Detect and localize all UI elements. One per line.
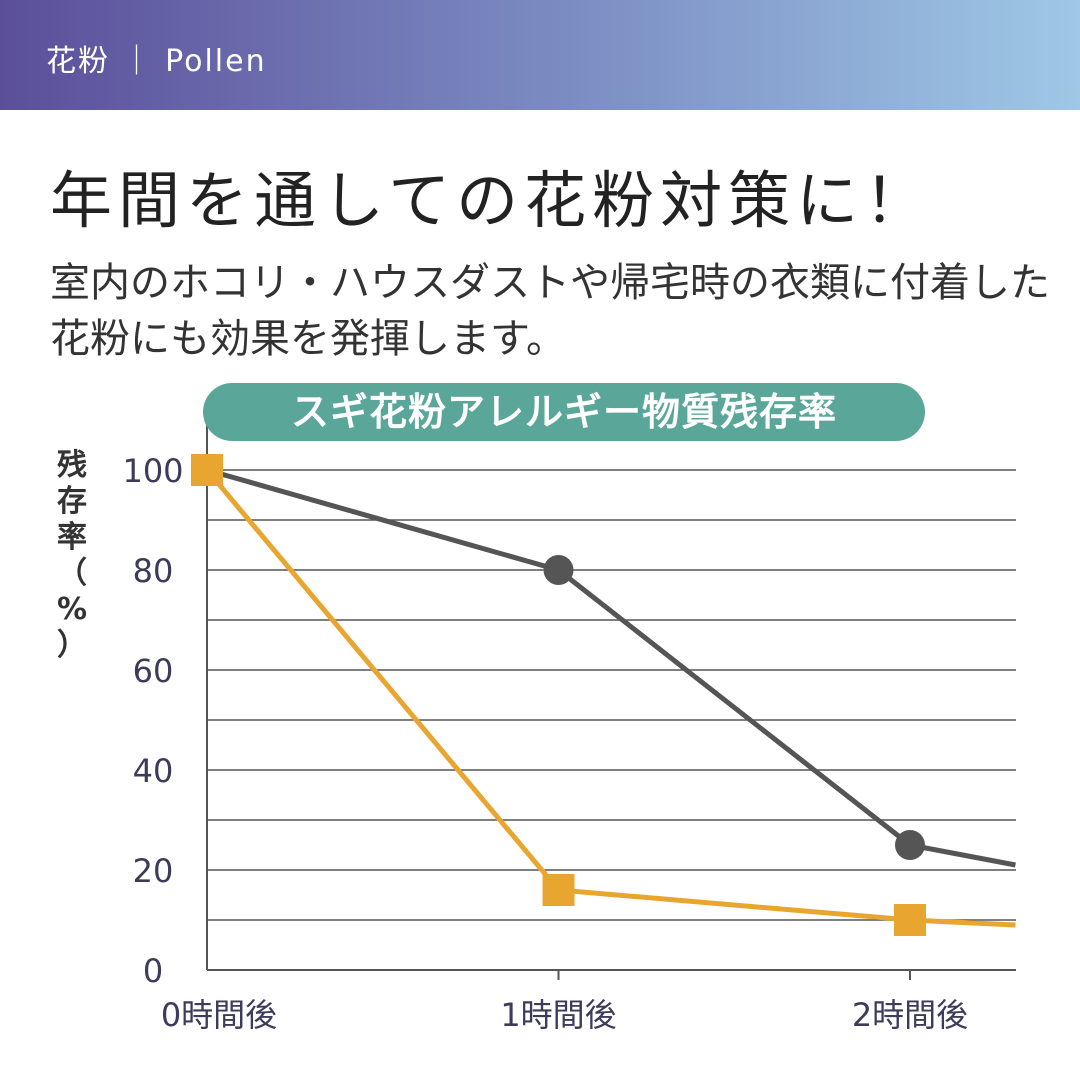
- y-axis-label-char: 率: [57, 520, 87, 555]
- y-tick-label: 60: [133, 652, 174, 690]
- x-tick-label: 0時間後: [161, 996, 277, 1034]
- description-line-1: 室内のホコリ・ハウスダストや帰宅時の衣類に付着した: [50, 260, 1050, 306]
- description-line-2: 花粉にも効果を発揮します。: [50, 316, 566, 362]
- y-axis-label-char: 残: [57, 448, 87, 483]
- data-point: [542, 874, 575, 906]
- chart-title: スギ花粉アレルギー物質残存率: [203, 383, 925, 441]
- y-tick-label: 0: [143, 952, 163, 990]
- data-point: [895, 830, 925, 860]
- y-tick-label: 100: [122, 452, 183, 490]
- series-line-1: [205, 468, 1016, 928]
- y-tick-label: 20: [133, 852, 174, 890]
- header-label: 花粉 ｜ Pollen: [46, 44, 267, 79]
- y-tick-label: 80: [133, 552, 174, 590]
- description: 室内のホコリ・ハウスダストや帰宅時の衣類に付着した 花粉にも効果を発揮します。: [50, 255, 1050, 367]
- y-axis-label-char: 存: [57, 484, 87, 519]
- page-headline: 年間を通しての花粉対策に！: [50, 164, 933, 237]
- x-tick-label: 2時間後: [852, 996, 968, 1034]
- series-line-0: [206, 467, 1016, 868]
- y-axis-label-char: ）: [57, 628, 87, 663]
- y-axis-label: 残存率（%）: [52, 448, 92, 664]
- header-band: [0, 0, 1080, 110]
- y-tick-label: 40: [133, 752, 174, 790]
- y-axis-label-char: （: [57, 556, 87, 591]
- y-axis-label-char: %: [56, 592, 88, 627]
- x-tick-label: 1時間後: [500, 996, 616, 1034]
- data-point: [191, 454, 223, 486]
- data-point: [543, 555, 574, 585]
- data-point: [894, 904, 926, 936]
